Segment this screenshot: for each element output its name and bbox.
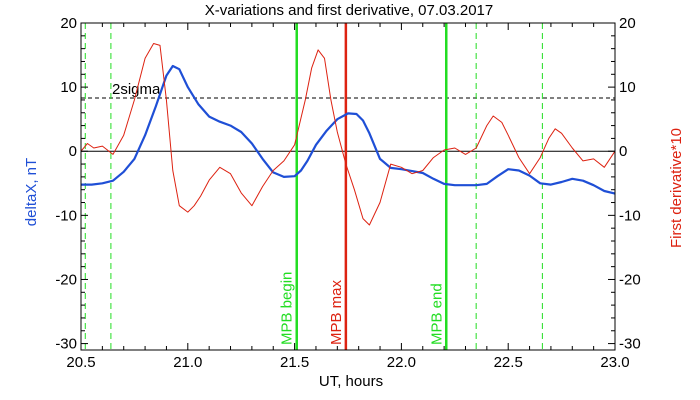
y-tick-label-left-5: -30 [55, 336, 77, 353]
y-axis-label-right: First derivative*10 [668, 128, 685, 248]
x-tick-label-0: 20.5 [66, 354, 95, 371]
y-tick-label-right-3: -10 [619, 207, 641, 224]
vertical-marker-label-4: MPB end [428, 283, 445, 345]
series-line-derivative [80, 43, 616, 226]
x-axis-label: UT, hours [319, 373, 383, 390]
vertical-marker-label-2: MPB begin [279, 272, 296, 345]
y-tick-label-right-5: -30 [619, 336, 641, 353]
y-tick-label-left-3: -10 [55, 207, 77, 224]
x-tick-label-4: 22.5 [494, 354, 523, 371]
plot-frame [80, 22, 616, 351]
y-tick-label-left-2: 0 [69, 143, 77, 160]
y-tick-label-right-4: -20 [619, 271, 641, 288]
x-tick-label-5: 23.0 [600, 354, 629, 371]
x-tick-label-3: 22.0 [387, 354, 416, 371]
vertical-marker-label-3: MPB max [328, 279, 345, 345]
y-axis-label-left: deltaX, nT [23, 158, 40, 226]
y-tick-label-left-4: -20 [55, 271, 77, 288]
y-tick-label-right-0: 20 [619, 15, 636, 32]
sigma-label: 2sigma [112, 81, 161, 98]
y-tick-label-left-0: 20 [60, 15, 77, 32]
y-tick-label-right-1: 10 [619, 79, 636, 96]
y-tick-label-right-2: 0 [619, 143, 627, 160]
x-tick-label-1: 21.0 [173, 354, 202, 371]
series-line-deltaX [81, 64, 616, 195]
chart-title: X-variations and first derivative, 07.03… [205, 2, 494, 19]
x-tick-label-2: 21.5 [280, 354, 309, 371]
plot-area: 2sigma MPB begin MPB max MPB end 20.5 21.0 21.… [55, 15, 640, 371]
y-tick-label-left-1: 10 [60, 79, 77, 96]
